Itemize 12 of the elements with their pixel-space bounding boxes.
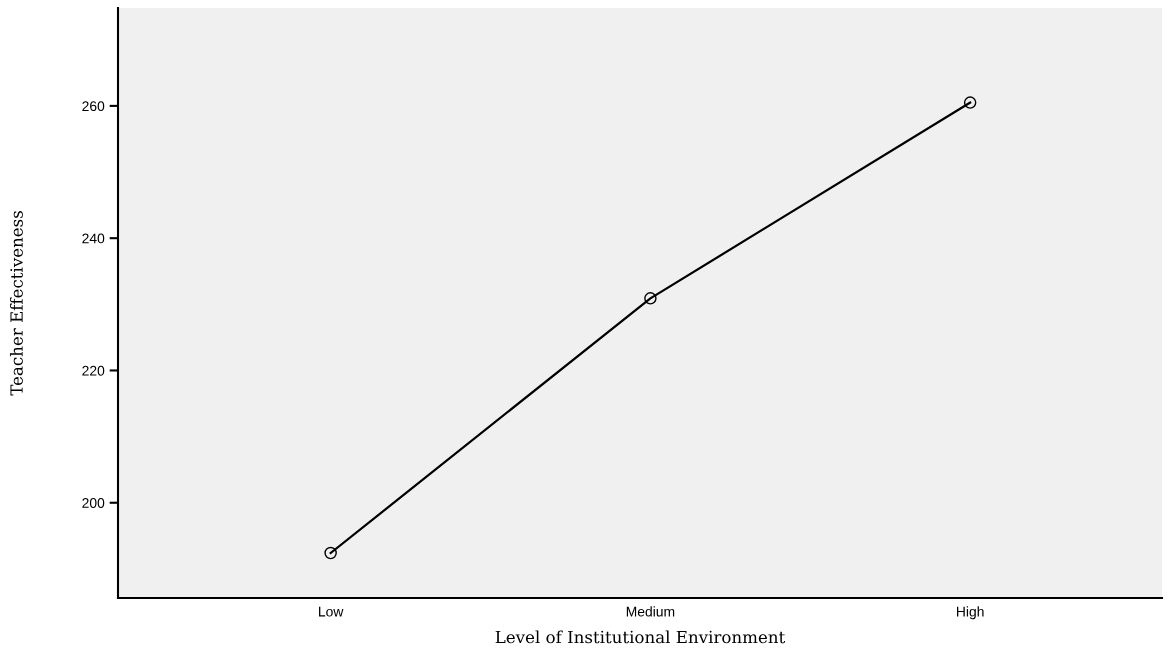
point (963, 96, 977, 109)
x-tick-label: High (957, 606, 984, 620)
y-axis-title: Teacher Effectiveness (9, 211, 23, 396)
point (644, 292, 657, 305)
x-tick-label: Low (319, 606, 344, 617)
y-tick-label: 260 (82, 101, 105, 112)
y-tick-label: 220 (82, 365, 105, 376)
y-tick-label: 200 (82, 498, 105, 508)
x-axis-title: Level of Institutional Environment (495, 630, 786, 644)
x-tick-label: Medium (626, 606, 675, 617)
y-tick-label: 240 (82, 233, 105, 244)
point (324, 546, 337, 560)
